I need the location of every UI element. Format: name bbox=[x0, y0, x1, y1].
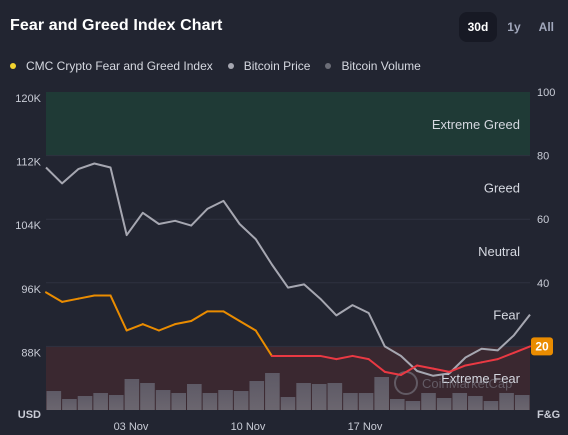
fear-greed-segment bbox=[432, 367, 451, 373]
y-right-tick-label: 80 bbox=[537, 151, 549, 163]
volume-bar bbox=[389, 399, 405, 410]
fear-greed-segment bbox=[399, 364, 419, 377]
fear-greed-segment bbox=[174, 319, 193, 326]
chart-title: Fear and Greed Index Chart bbox=[10, 17, 223, 34]
volume-bar bbox=[187, 384, 202, 410]
volume-bar bbox=[436, 398, 452, 410]
fear-greed-segment bbox=[319, 354, 338, 361]
fear-greed-segment bbox=[125, 323, 144, 332]
volume-bar bbox=[62, 399, 77, 410]
volume-bar bbox=[171, 393, 187, 410]
fear-greed-segment bbox=[351, 354, 370, 361]
legend-item-fear-greed-index[interactable]: CMC Crypto Fear and Greed Index bbox=[10, 59, 213, 73]
volume-bar bbox=[202, 393, 218, 410]
fear-greed-segment bbox=[496, 351, 515, 361]
volume-bar bbox=[374, 377, 389, 410]
time-range-tabs: 30d 1y All bbox=[458, 12, 562, 42]
current-index-badge bbox=[531, 337, 553, 356]
y-left-tick-label: 96K bbox=[21, 284, 41, 296]
y-left-tick-label: 104K bbox=[15, 220, 41, 232]
x-tick-label: 03 Nov bbox=[114, 421, 149, 433]
tab-1y[interactable]: 1y bbox=[507, 20, 521, 34]
volume-bar bbox=[296, 383, 311, 410]
fear-greed-segment bbox=[367, 358, 386, 373]
volume-bar bbox=[233, 391, 249, 410]
y-left-unit-label: USD bbox=[18, 409, 41, 421]
legend-label: Bitcoin Price bbox=[243, 59, 311, 73]
legend-dot-icon bbox=[325, 63, 332, 69]
fear-greed-segment bbox=[190, 310, 209, 322]
current-index-value: 20 bbox=[535, 339, 549, 353]
y-right-unit-label: F&G bbox=[537, 409, 560, 421]
fear-greed-segment bbox=[157, 323, 177, 332]
y-right-tick-label: 40 bbox=[537, 278, 549, 290]
volume-bar bbox=[280, 397, 296, 410]
legend-item-bitcoin-volume[interactable]: Bitcoin Volume bbox=[325, 59, 421, 73]
legend-dot-icon bbox=[10, 63, 16, 69]
fear-greed-segment bbox=[335, 354, 354, 361]
chart-legend: CMC Crypto Fear and Greed Index Bitcoin … bbox=[10, 59, 436, 73]
zone-label: Extreme Fear bbox=[441, 371, 520, 386]
fear-greed-segment bbox=[109, 294, 128, 332]
zone-label: Neutral bbox=[478, 244, 520, 259]
fear-greed-segment bbox=[222, 310, 241, 322]
volume-bar bbox=[405, 401, 421, 410]
tab-30d[interactable]: 30d bbox=[458, 12, 498, 42]
fear-greed-segment bbox=[448, 364, 467, 373]
fear-greed-segment bbox=[141, 323, 160, 332]
zone-label: Extreme Greed bbox=[432, 117, 520, 132]
volume-bar bbox=[514, 395, 530, 410]
tab-all[interactable]: All bbox=[538, 20, 554, 34]
volume-bar bbox=[421, 393, 436, 410]
volume-bar bbox=[108, 395, 124, 410]
volume-bar bbox=[327, 383, 343, 410]
fear-greed-segment bbox=[77, 294, 96, 300]
volume-bar bbox=[140, 383, 155, 410]
fear-greed-segment bbox=[45, 291, 64, 303]
watermark-text: CoinMarketCap bbox=[422, 376, 512, 391]
legend-label: CMC Crypto Fear and Greed Index bbox=[26, 59, 213, 73]
volume-bar bbox=[46, 391, 62, 410]
bitcoin-price-line bbox=[45, 162, 531, 377]
zone-band bbox=[46, 92, 530, 156]
y-left-tick-label: 112K bbox=[16, 157, 42, 169]
y-left-tick-label: 120K bbox=[15, 93, 41, 105]
volume-bar bbox=[483, 401, 499, 410]
volume-bar bbox=[124, 379, 140, 410]
y-left-tick-label: 88K bbox=[21, 347, 41, 359]
fear-greed-segment bbox=[480, 358, 499, 364]
fear-greed-segment bbox=[61, 297, 80, 303]
legend-item-bitcoin-price[interactable]: Bitcoin Price bbox=[227, 59, 311, 73]
volume-bar bbox=[93, 393, 108, 410]
volume-bar bbox=[249, 381, 265, 410]
x-tick-label: 10 Nov bbox=[231, 421, 266, 433]
y-right-tick-label: 60 bbox=[537, 214, 549, 226]
zone-label: Fear bbox=[493, 308, 520, 323]
volume-bar bbox=[468, 396, 483, 410]
volume-bar bbox=[77, 396, 93, 410]
volume-bar bbox=[311, 384, 327, 410]
fear-greed-segment bbox=[464, 361, 483, 367]
legend-label: Bitcoin Volume bbox=[341, 59, 421, 73]
volume-bar bbox=[358, 393, 374, 410]
fear-greed-segment bbox=[416, 364, 435, 370]
legend-dot-icon bbox=[227, 63, 234, 69]
volume-bar bbox=[155, 390, 171, 410]
zone-label: Greed bbox=[484, 180, 520, 195]
fear-greed-segment bbox=[512, 345, 531, 354]
volume-bar bbox=[499, 393, 514, 410]
fear-greed-segment bbox=[383, 370, 402, 377]
y-right-tick-label: 100 bbox=[537, 87, 555, 99]
fear-greed-segment bbox=[238, 319, 257, 332]
volume-bar bbox=[452, 393, 468, 410]
volume-bar bbox=[218, 390, 233, 410]
volume-bar bbox=[265, 373, 280, 410]
volume-bar bbox=[343, 393, 358, 410]
fear-greed-segment bbox=[254, 329, 273, 357]
x-tick-label: 17 Nov bbox=[348, 421, 383, 433]
